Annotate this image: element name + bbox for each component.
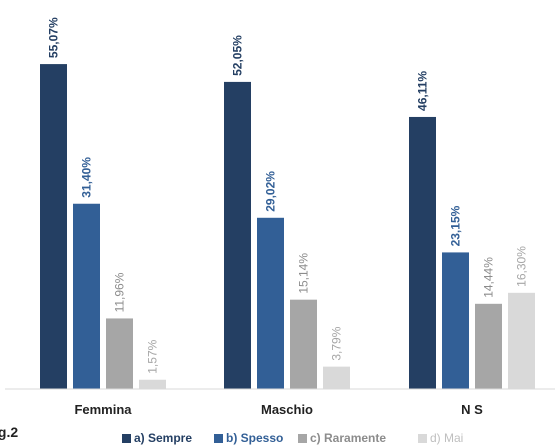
value-label-mai-n-s: 16,30% [515,246,529,287]
legend-item-sempre: a) Sempre [122,431,192,445]
bars-group [40,64,535,390]
bar-mai-femmina [139,379,166,389]
legend-item-raramente: c) Raramente [298,431,386,445]
value-label-spesso-maschio: 29,02% [264,171,278,212]
legend-swatch-spesso [214,434,223,443]
legend-label-raramente: c) Raramente [310,431,387,445]
category-label-n-s: N S [461,402,483,417]
legend: a) Sempre b) Spesso c) Raramente d) Mai [0,430,555,448]
value-label-raramente-n-s: 14,44% [482,257,496,298]
bar-spesso-femmina [73,203,100,389]
legend-swatch-mai [418,434,427,443]
legend-label-spesso: b) Spesso [226,431,284,445]
legend-swatch-sempre [122,434,131,443]
legend-label-sempre: a) Sempre [134,431,193,445]
figure-label: ig.2 [0,424,19,440]
value-label-sempre-femmina: 55,07% [47,17,61,58]
bar-mai-maschio [323,366,350,389]
legend-item-mai: d) Mai [418,431,463,445]
bar-raramente-femmina [106,318,133,389]
value-label-raramente-femmina: 11,96% [113,272,127,312]
value-label-mai-maschio: 3,79% [330,326,344,360]
bar-sempre-maschio [224,81,251,389]
value-label-spesso-femmina: 31,40% [80,157,94,198]
legend-item-spesso: b) Spesso [214,431,283,445]
category-label-femmina: Femmina [74,402,132,417]
value-label-sempre-maschio: 52,05% [231,35,245,76]
bar-spesso-maschio [257,217,284,389]
bar-sempre-femmina [40,64,67,389]
legend-label-mai: d) Mai [430,431,464,445]
value-labels-group: 55,07% 52,05% 46,11% 31,40% 29,02% 23,15% 11,9… [47,17,529,374]
bar-raramente-n-s [475,303,502,389]
category-label-maschio: Maschio [261,402,313,417]
value-label-mai-femmina: 1,57% [146,339,160,373]
value-label-spesso-n-s: 23,15% [449,205,463,246]
category-labels-group: Femmina Maschio N S [74,402,483,417]
legend-swatch-raramente [298,434,307,443]
value-label-sempre-n-s: 46,11% [416,71,430,111]
bar-sempre-n-s [409,116,436,390]
value-label-raramente-maschio: 15,14% [297,253,311,294]
bar-spesso-n-s [442,252,469,389]
bar-mai-n-s [508,292,535,389]
bar-raramente-maschio [290,299,317,389]
